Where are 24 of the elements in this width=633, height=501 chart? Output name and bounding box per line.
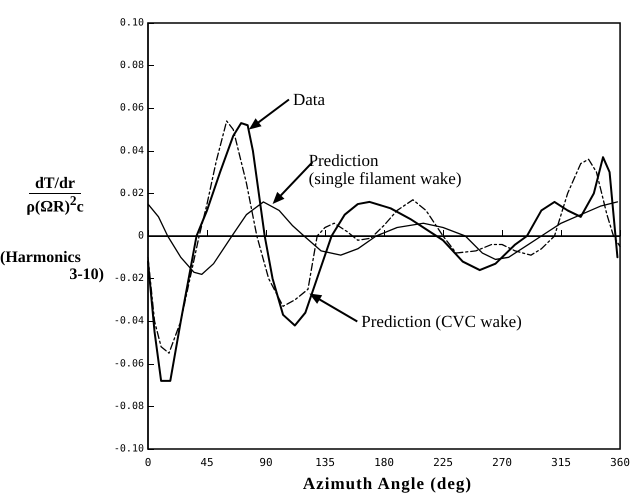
x-tick-label: 225: [433, 456, 453, 469]
y-tick-label: -0.08: [114, 400, 144, 412]
annotation: Prediction (CVC wake): [361, 312, 522, 330]
y-tick-label: 0.02: [120, 188, 144, 199]
y-tick-label: -0.10: [114, 444, 144, 454]
y-tick-label: -0.02: [114, 273, 144, 284]
y-tick-label: -0.06: [114, 358, 144, 370]
x-tick-label: 135: [315, 456, 335, 469]
x-tick-label: 90: [259, 456, 273, 469]
y-tick-label: -0.04: [114, 316, 144, 327]
y-tick-label: 0.10: [120, 18, 144, 28]
y-tick-label: 0.08: [120, 60, 144, 72]
y-tick-label: 0: [138, 230, 144, 242]
x-tick-label: 315: [551, 456, 571, 469]
x-tick-label: 270: [492, 456, 512, 469]
annotation: Prediction (single filament wake): [308, 151, 462, 188]
annotation: Data: [292, 90, 326, 108]
y-tick-label: 0.06: [120, 102, 144, 114]
text: dT/dr ρ(ΩR)$^{2}$c (Harmonics 3-10): [0, 175, 104, 283]
x-axis-title: Azimuth Angle (deg): [302, 474, 474, 493]
x-tick-label: 180: [374, 456, 394, 469]
y-tick-label: 0.04: [120, 145, 144, 156]
x-tick-label: 45: [200, 456, 214, 469]
x-tick-label: 360: [610, 456, 630, 469]
